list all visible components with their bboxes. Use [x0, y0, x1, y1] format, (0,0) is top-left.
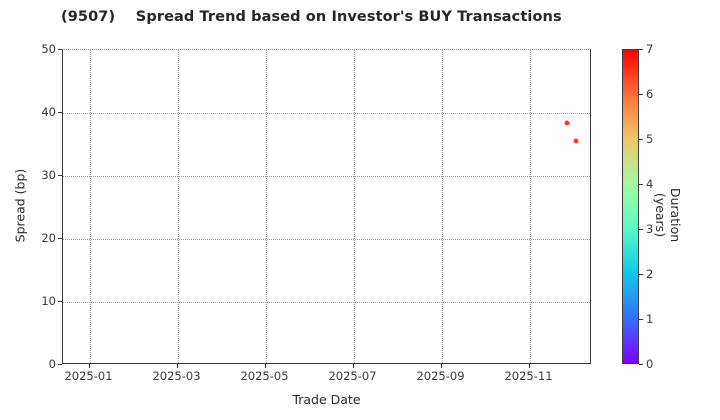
- x-tick: [88, 364, 90, 368]
- colorbar-tick-label: 0: [646, 357, 654, 371]
- colorbar-tick-label: 1: [646, 312, 654, 326]
- x-gridline: [265, 50, 267, 363]
- y-gridline: [63, 239, 590, 240]
- y-gridline: [63, 176, 590, 177]
- colorbar-tick-label: 5: [646, 132, 654, 146]
- colorbar-tick: [639, 184, 643, 185]
- y-gridline: [63, 113, 590, 114]
- x-gridline: [353, 50, 355, 363]
- y-tick: [58, 49, 62, 50]
- colorbar-tick: [639, 94, 643, 95]
- x-tick-label: 2025-07: [328, 369, 377, 383]
- y-tick: [58, 364, 62, 365]
- y-axis-label: Spread (bp): [12, 168, 28, 243]
- y-tick-label: 50: [41, 42, 56, 56]
- colorbar-tick: [639, 319, 643, 320]
- x-tick-label: 2025-03: [152, 369, 201, 383]
- y-tick: [58, 238, 62, 239]
- data-point: [573, 138, 579, 144]
- colorbar-tick: [639, 139, 643, 140]
- x-gridline: [529, 50, 531, 363]
- colorbar-tick: [639, 49, 643, 50]
- y-tick-label: 30: [41, 168, 56, 182]
- x-axis-label: Trade Date: [292, 392, 361, 407]
- colorbar-tick-label: 6: [646, 87, 654, 101]
- colorbar-label: Duration (years): [653, 187, 683, 243]
- y-tick-label: 20: [41, 231, 56, 245]
- x-tick: [264, 364, 266, 368]
- y-tick: [58, 301, 62, 302]
- x-tick-label: 2025-09: [416, 369, 465, 383]
- colorbar-tick: [639, 364, 643, 365]
- y-gridline: [63, 302, 590, 303]
- x-gridline: [177, 50, 179, 363]
- y-tick: [58, 112, 62, 113]
- data-point: [564, 120, 570, 126]
- y-tick-label: 40: [41, 105, 56, 119]
- colorbar-tick-label: 2: [646, 267, 654, 281]
- x-tick-label: 2025-05: [240, 369, 289, 383]
- chart-title: (9507) Spread Trend based on Investor's …: [61, 9, 562, 25]
- colorbar-tick-label: 7: [646, 42, 654, 56]
- y-tick-label: 10: [41, 294, 56, 308]
- x-gridline: [89, 50, 91, 363]
- colorbar-tick-label: 4: [646, 177, 654, 191]
- x-tick: [440, 364, 442, 368]
- x-tick: [352, 364, 354, 368]
- x-tick-label: 2025-01: [64, 369, 113, 383]
- colorbar-tick: [639, 274, 643, 275]
- x-gridline: [441, 50, 443, 363]
- y-tick: [58, 175, 62, 176]
- colorbar-gradient: [622, 49, 639, 364]
- x-tick: [528, 364, 530, 368]
- y-tick-label: 0: [48, 357, 56, 371]
- x-tick-label: 2025-11: [504, 369, 553, 383]
- x-tick: [176, 364, 178, 368]
- colorbar-tick-label: 3: [646, 222, 654, 236]
- colorbar-tick: [639, 229, 643, 230]
- plot-area: [62, 49, 591, 364]
